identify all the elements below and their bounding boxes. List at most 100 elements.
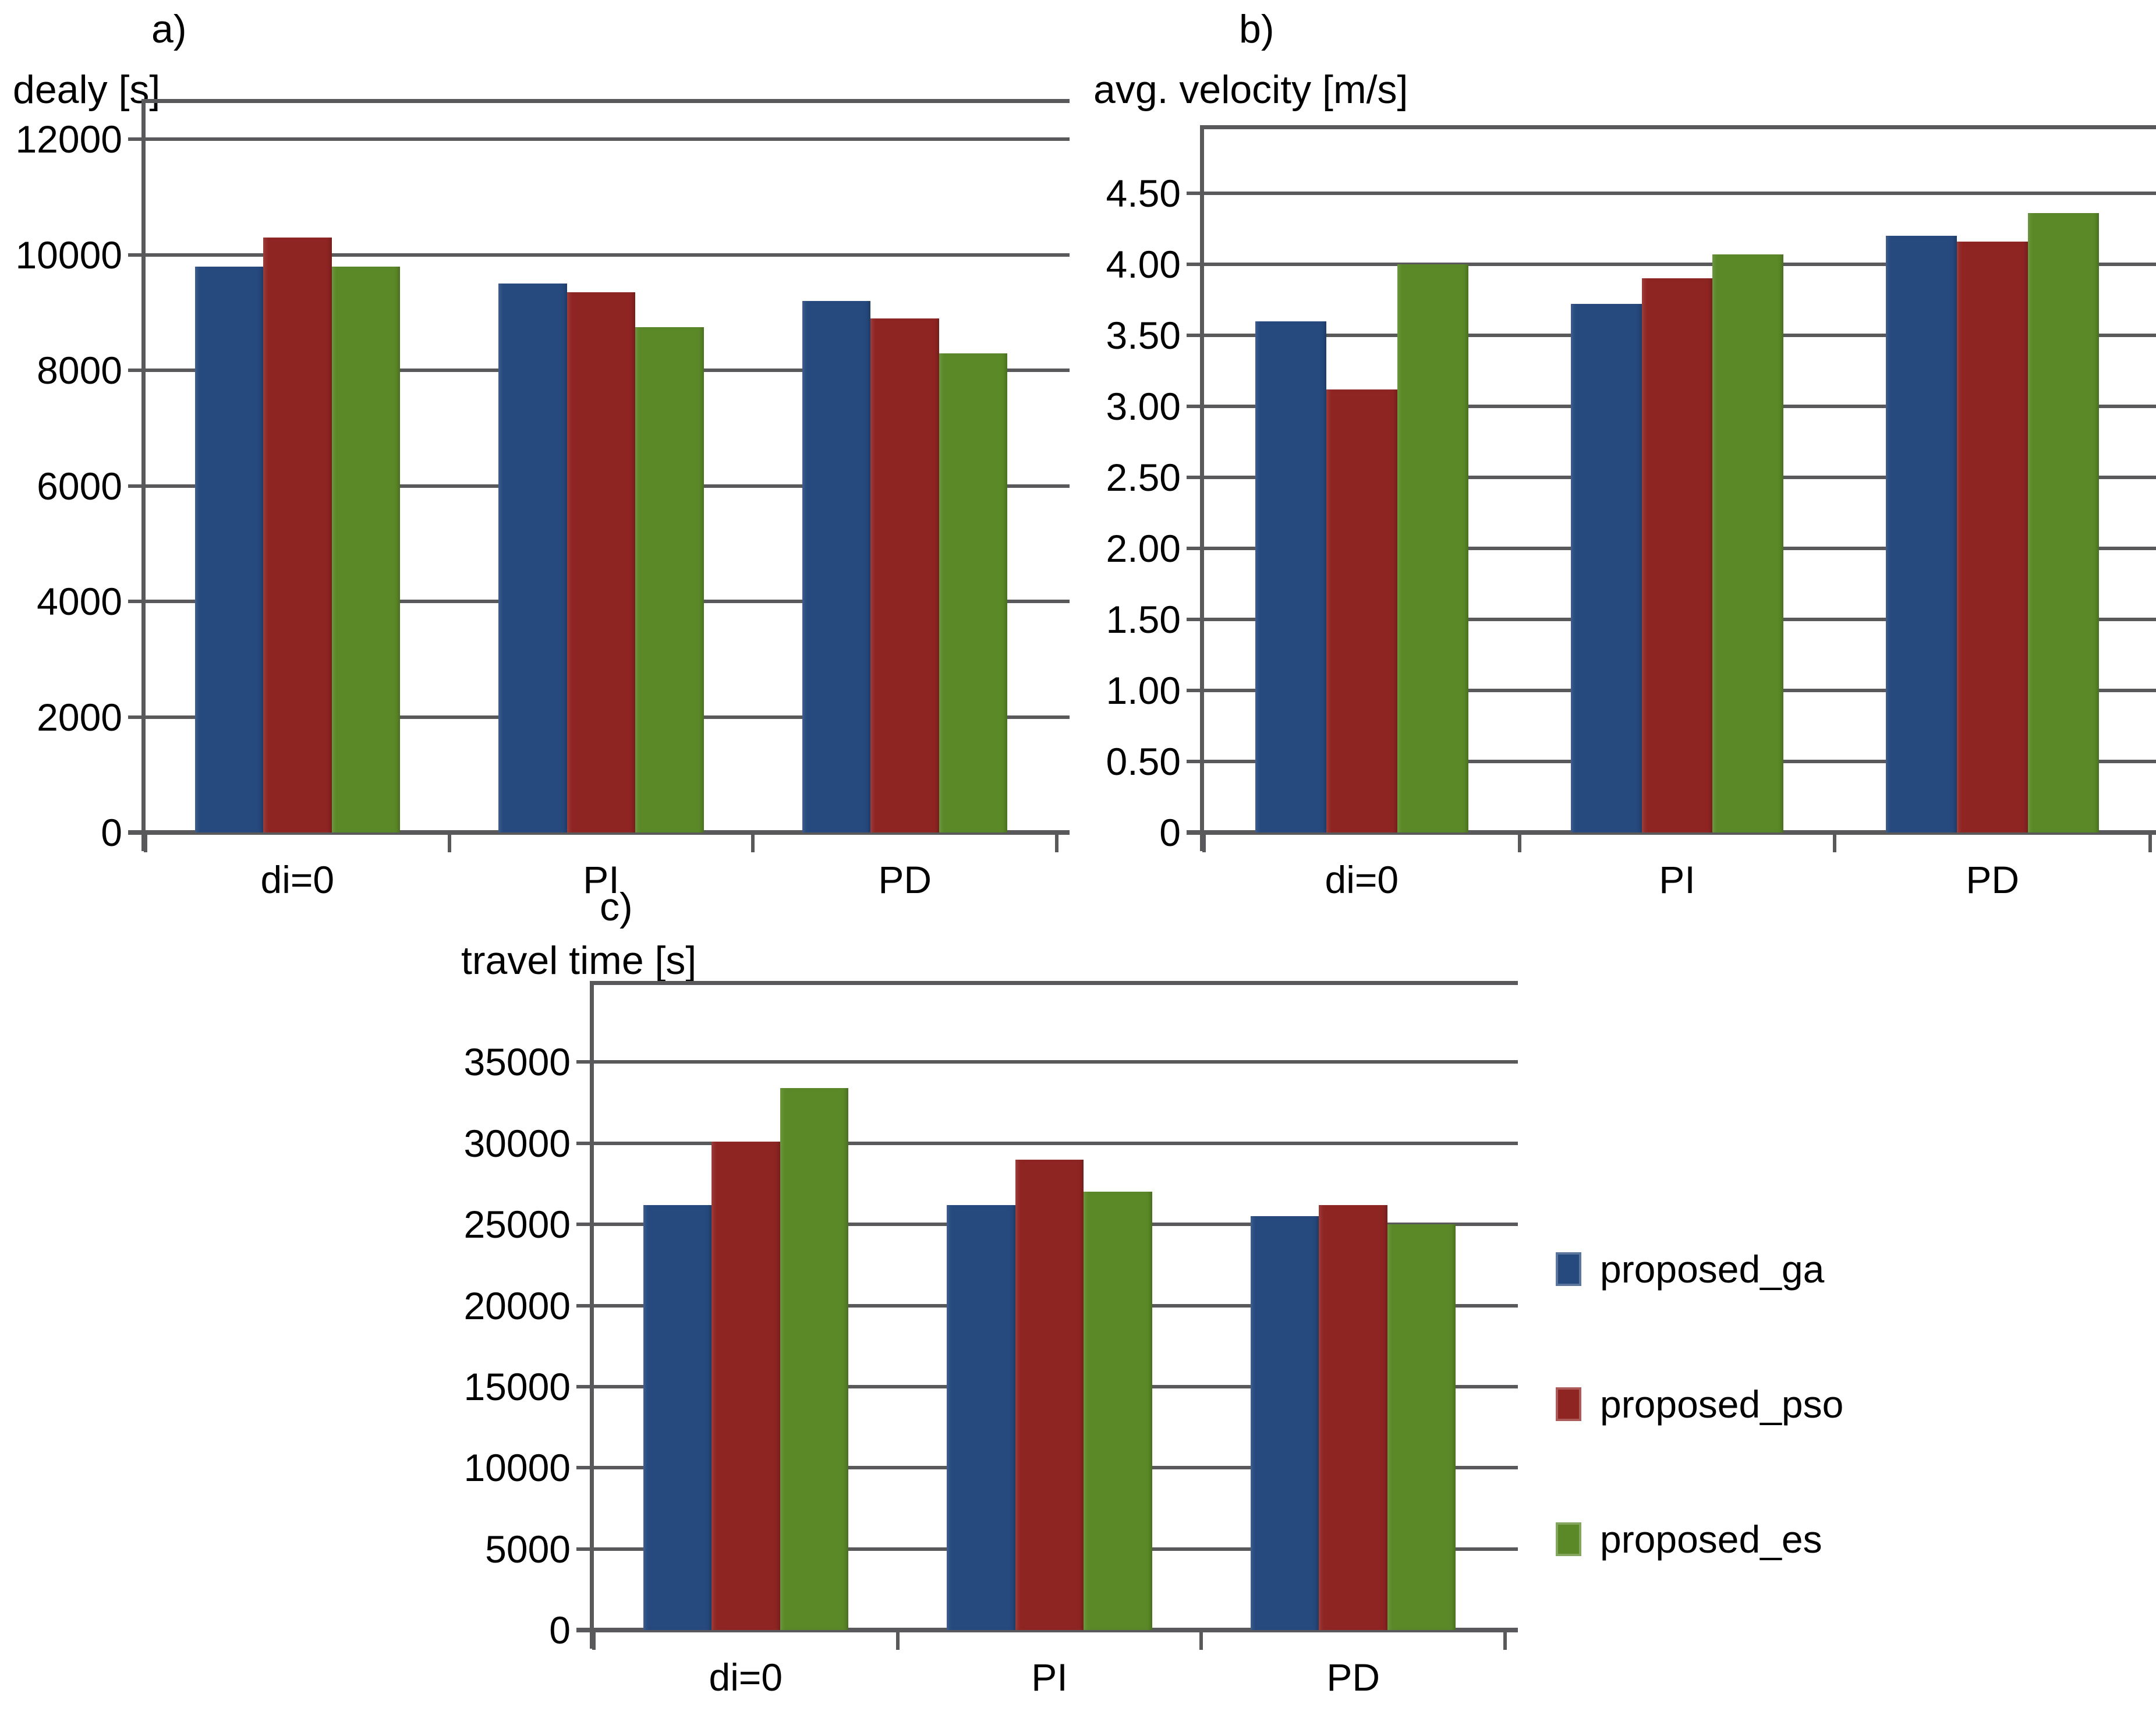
- y-tick-label: 2000: [37, 695, 122, 739]
- legend-item-proposed-es: proposed_es: [1556, 1516, 1822, 1563]
- y-tick-label: 0: [549, 1609, 571, 1652]
- x-axis-tick: [447, 835, 451, 852]
- y-tick-label: 8000: [37, 349, 122, 392]
- x-axis-line: [1187, 830, 2156, 835]
- legend-item-proposed-pso: proposed_pso: [1556, 1381, 1843, 1427]
- bar-proposed_pso-PI: [1015, 1159, 1084, 1630]
- x-axis-tick: [751, 835, 755, 852]
- plot-top-border: [1202, 125, 2156, 129]
- bar-proposed_ga-PD: [1886, 236, 1957, 832]
- bar-proposed_es-PD: [2028, 213, 2099, 832]
- y-tick-label: 10000: [15, 233, 122, 277]
- y-tick-label: 25000: [463, 1203, 571, 1246]
- chart-c-plot-area: 0 5000 10000 15000 20000 25000 30000 35000 di=0 P…: [463, 981, 1518, 1699]
- chart-b-plot-area: 0 0.50 1.00 1.50 2.00 2.50 3.00 3.50 4.00 4.50 di=…: [1106, 125, 2156, 901]
- bar-proposed_es-PD: [939, 353, 1008, 832]
- bar-proposed_pso-di=0: [263, 238, 332, 832]
- x-axis-tick: [895, 1632, 900, 1650]
- x-category-label: PI: [1659, 858, 1695, 901]
- x-axis-tick: [1503, 1632, 1507, 1650]
- y-tick-label: 4.50: [1106, 172, 1181, 215]
- bar-proposed_ga-PI: [1570, 304, 1642, 832]
- bar-proposed_pso-PI: [1641, 278, 1713, 832]
- x-category-label: PI: [583, 858, 619, 901]
- legend-swatch-proposed-ga: [1556, 1252, 1581, 1286]
- x-axis-tick: [1517, 835, 1521, 852]
- y-tick-label: 12000: [15, 118, 122, 161]
- x-axis-tick: [1199, 1632, 1203, 1650]
- bar-proposed_ga-PI: [947, 1204, 1015, 1630]
- x-category-label: di=0: [1325, 858, 1399, 901]
- y-tick-label: 6000: [37, 464, 122, 508]
- y-axis-line: [1200, 125, 1204, 851]
- y-tick-label: 3.00: [1106, 385, 1181, 428]
- y-tick-label: 4.00: [1106, 243, 1181, 286]
- bar-proposed_es-di=0: [780, 1087, 848, 1630]
- bar-proposed_pso-PI: [567, 292, 636, 832]
- bar-proposed_es-PI: [635, 327, 704, 832]
- y-tick-label: 1.00: [1106, 669, 1181, 713]
- chart-a-plot-area: 0 2000 4000 6000 8000 10000 12000 di=0 PI PD: [15, 99, 1070, 901]
- y-tick-label: 4000: [37, 580, 122, 623]
- y-tick-label: 3.50: [1106, 314, 1181, 357]
- gridline-y-4.5: [1187, 192, 2156, 196]
- bar-proposed_pso-di=0: [711, 1141, 780, 1630]
- gridline-y-4: [1187, 263, 2156, 267]
- x-category-label: PD: [1966, 858, 2019, 901]
- x-axis-tick: [2148, 835, 2152, 852]
- bar-proposed_es-di=0: [1397, 264, 1468, 832]
- x-axis-tick: [592, 1632, 596, 1650]
- x-category-label: di=0: [260, 858, 335, 901]
- y-tick-label: 0.50: [1106, 740, 1181, 783]
- bar-proposed_pso-PD: [1957, 242, 2028, 832]
- bar-proposed_ga-di=0: [194, 266, 264, 832]
- y-tick-label: 1.50: [1106, 598, 1181, 642]
- panel-label-b: b): [1239, 7, 1275, 51]
- legend-swatch-proposed-es: [1556, 1522, 1581, 1556]
- x-axis-tick: [144, 835, 147, 852]
- y-tick-label: 30000: [463, 1121, 571, 1165]
- legend-swatch-proposed-pso: [1556, 1387, 1581, 1421]
- y-tick-label: 2.00: [1106, 527, 1181, 571]
- y-tick-label: 0: [101, 811, 122, 854]
- gridline-y-35000: [576, 1060, 1518, 1064]
- y-tick-label: 20000: [463, 1284, 571, 1327]
- plot-top-border: [592, 981, 1518, 985]
- x-axis-tick: [1055, 835, 1058, 852]
- y-tick-label: 0: [1159, 811, 1181, 854]
- y-axis-line: [141, 99, 146, 851]
- x-category-label: PD: [878, 858, 932, 901]
- y-tick-label: 5000: [485, 1527, 571, 1571]
- y-axis-line: [590, 981, 594, 1649]
- chart-a-title: dealy [s]: [13, 68, 161, 112]
- gridline-y-30000: [576, 1141, 1518, 1145]
- bar-proposed_pso-di=0: [1326, 389, 1397, 832]
- bar-proposed_ga-di=0: [1255, 321, 1326, 832]
- bar-proposed_pso-PD: [870, 318, 939, 832]
- panel-label-a: a): [151, 7, 187, 51]
- y-tick-label: 10000: [463, 1446, 571, 1490]
- plot-top-border: [143, 99, 1070, 103]
- chart-c-title: travel time [s]: [461, 938, 697, 983]
- bar-proposed_ga-PI: [498, 284, 567, 832]
- x-category-label: PD: [1326, 1656, 1380, 1699]
- panel-label-c: c): [600, 885, 633, 929]
- y-tick-label: 35000: [463, 1040, 571, 1084]
- x-axis-line: [576, 1628, 1518, 1632]
- y-tick-label: 2.50: [1106, 456, 1181, 499]
- y-tick-label: 15000: [463, 1365, 571, 1408]
- legend-label: proposed_pso: [1600, 1383, 1844, 1426]
- legend-label: proposed_es: [1600, 1518, 1822, 1561]
- legend-item-proposed-ga: proposed_ga: [1556, 1246, 1824, 1292]
- chart-b-title: avg. velocity [m/s]: [1093, 68, 1408, 112]
- x-category-label: PI: [1031, 1656, 1068, 1699]
- bar-proposed_pso-PD: [1319, 1204, 1387, 1630]
- x-axis-tick: [1833, 835, 1837, 852]
- bar-proposed_ga-di=0: [643, 1204, 712, 1630]
- bar-proposed_ga-PD: [802, 301, 871, 832]
- x-axis-line: [128, 830, 1070, 835]
- bar-proposed_es-di=0: [331, 266, 400, 832]
- legend-label: proposed_ga: [1600, 1248, 1825, 1291]
- bar-proposed_es-PI: [1712, 254, 1784, 832]
